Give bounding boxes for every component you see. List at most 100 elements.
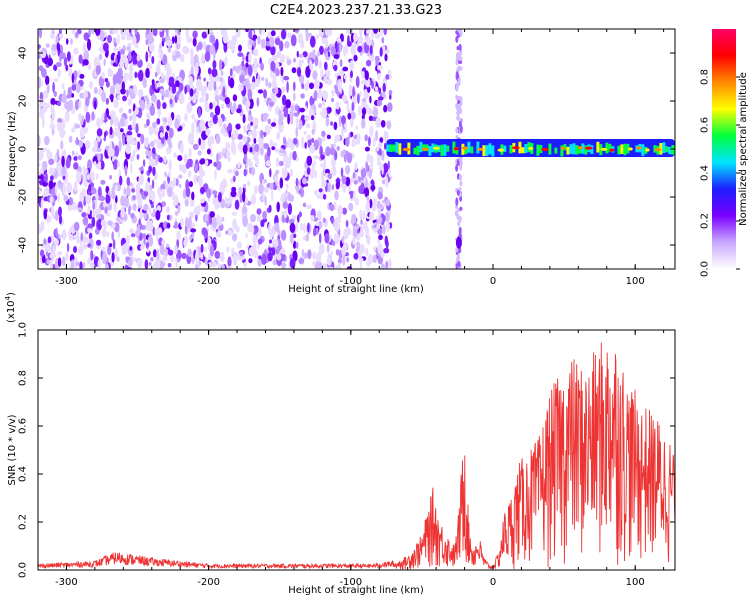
- noise-blob: [336, 146, 340, 151]
- noise-blob: [209, 111, 215, 118]
- noise-blob: [138, 232, 143, 241]
- noise-blob: [72, 201, 77, 211]
- noise-blob: [315, 33, 320, 40]
- noise-blob: [263, 179, 267, 184]
- signal-band-cell: [668, 147, 672, 155]
- signal-band-peak: [627, 147, 633, 151]
- noise-blob: [194, 63, 199, 76]
- noise-blob: [306, 167, 311, 176]
- noise-blob: [248, 39, 254, 45]
- noise-blob: [57, 61, 62, 67]
- noise-blob: [307, 249, 312, 260]
- noise-blob: [247, 123, 251, 131]
- noise-blob: [73, 246, 77, 253]
- noise-blob: [348, 133, 351, 139]
- noise-blob: [151, 192, 155, 203]
- noise-blob: [132, 110, 137, 123]
- noise-blob: [86, 236, 90, 244]
- noise-blob: [83, 232, 87, 242]
- noise-blob: [135, 123, 139, 134]
- noise-blob: [48, 158, 55, 165]
- noise-blob: [166, 39, 172, 47]
- noise-blob: [283, 105, 289, 118]
- noise-blob: [377, 243, 383, 255]
- noise-blob: [40, 80, 44, 87]
- noise-blob: [226, 266, 233, 269]
- noise-blob: [284, 161, 291, 169]
- noise-blob: [212, 114, 218, 125]
- noise-blob: [383, 130, 389, 143]
- noise-blob: [180, 217, 184, 228]
- noise-blob: [325, 69, 331, 78]
- noise-blob: [86, 38, 92, 51]
- noise-blob: [289, 168, 294, 177]
- noise-blob: [170, 254, 175, 263]
- noise-blob: [242, 135, 248, 143]
- noise-blob: [377, 207, 382, 218]
- noise-blob: [187, 170, 192, 178]
- noise-blob: [63, 56, 68, 67]
- noise-blob: [268, 82, 272, 89]
- noise-blob: [274, 239, 279, 248]
- snr-scale-close: ): [6, 292, 17, 296]
- noise-blob: [227, 229, 233, 236]
- noise-blob: [298, 258, 305, 264]
- noise-blob: [301, 83, 305, 90]
- noise-blob: [281, 167, 288, 179]
- noise-blob: [361, 71, 365, 79]
- noise-blob: [280, 54, 286, 63]
- noise-blob: [86, 174, 90, 181]
- noise-blob: [269, 168, 272, 178]
- stripe-blob: [455, 205, 458, 209]
- noise-blob: [107, 34, 112, 44]
- noise-blob: [279, 40, 284, 52]
- noise-blob: [267, 118, 271, 125]
- noise-blob: [96, 239, 102, 246]
- signal-band-cell: [584, 145, 588, 155]
- noise-blob: [355, 76, 360, 88]
- noise-blob: [242, 80, 248, 86]
- noise-blob: [114, 145, 119, 158]
- signal-band-cell: [632, 145, 636, 156]
- noise-blob: [188, 148, 192, 158]
- noise-blob: [43, 238, 47, 245]
- noise-blob: [126, 185, 131, 197]
- noise-blob: [251, 166, 256, 176]
- noise-blob: [314, 261, 321, 269]
- noise-blob: [311, 128, 315, 136]
- noise-blob: [73, 221, 80, 232]
- noise-blob: [39, 149, 44, 160]
- noise-blob: [263, 113, 269, 118]
- noise-blob: [219, 76, 223, 83]
- noise-blob: [254, 65, 258, 75]
- noise-blob: [262, 192, 266, 203]
- signal-band-cell: [461, 143, 465, 155]
- noise-blob: [85, 111, 91, 123]
- noise-blob: [356, 133, 361, 144]
- noise-blob: [136, 257, 143, 269]
- noise-blob: [61, 155, 65, 168]
- signal-band-cell: [542, 142, 546, 153]
- noise-blob: [66, 182, 73, 194]
- noise-blob: [274, 61, 280, 69]
- colorbar-ticks: 0.0 0.2 0.4 0.6 0.8: [700, 69, 740, 277]
- noise-blob: [117, 94, 121, 101]
- noise-blob: [122, 134, 125, 147]
- noise-blob: [238, 83, 244, 92]
- noise-blob: [50, 188, 56, 197]
- noise-blob: [358, 249, 362, 261]
- noise-blob: [357, 35, 364, 45]
- noise-blob: [191, 114, 195, 120]
- noise-blob: [43, 209, 48, 220]
- noise-blob: [156, 99, 161, 110]
- noise-blob: [250, 81, 256, 90]
- noise-blob: [95, 65, 102, 75]
- noise-blob: [51, 108, 56, 119]
- noise-blob: [190, 65, 194, 77]
- noise-blob: [117, 131, 122, 141]
- noise-blob: [327, 172, 333, 180]
- noise-blob: [201, 53, 205, 65]
- noise-blob: [262, 210, 267, 220]
- noise-blob: [264, 195, 267, 206]
- spectrogram-x-tick-label: -300: [55, 276, 78, 287]
